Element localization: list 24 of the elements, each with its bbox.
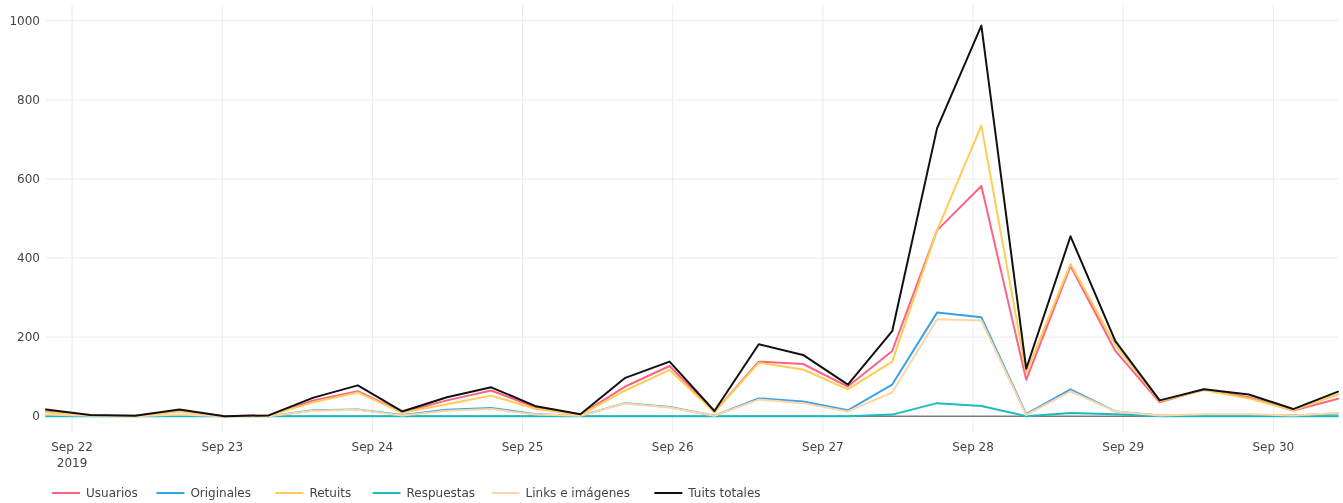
x-tick-label: Sep 22 2019 (51, 440, 93, 470)
x-tick-label: Sep 25 (501, 440, 544, 454)
x-tick-label: Sep 24 (351, 440, 394, 454)
legend-label: Tuits totales (687, 486, 761, 501)
y-tick-label: 600 (17, 172, 40, 187)
line-series (45, 24, 1339, 418)
y-tick-label: 1000 (9, 14, 40, 29)
y-tick-label: 0 (32, 409, 40, 424)
legend-label: Links e imágenes (525, 486, 630, 501)
y-tick-label: 400 (17, 251, 40, 266)
y-tick-label: 800 (17, 93, 40, 108)
y-tick-label: 200 (17, 330, 40, 345)
x-tick-label: Sep 30 (1252, 440, 1295, 454)
x-tick-label: Sep 26 (651, 440, 694, 454)
x-tick-label: Sep 29 (1102, 440, 1145, 454)
legend-label: Respuestas (406, 486, 476, 501)
x-tick-label: Sep 27 (802, 440, 844, 454)
line-series (45, 318, 1339, 418)
line-series (45, 124, 1339, 418)
x-tick-label: Sep 23 (201, 440, 244, 454)
legend-label: Retuits (309, 486, 352, 501)
legend-label: Originales (190, 486, 251, 501)
legend-label: Usuarios (86, 486, 138, 501)
x-tick-label: Sep 28 (952, 440, 994, 454)
